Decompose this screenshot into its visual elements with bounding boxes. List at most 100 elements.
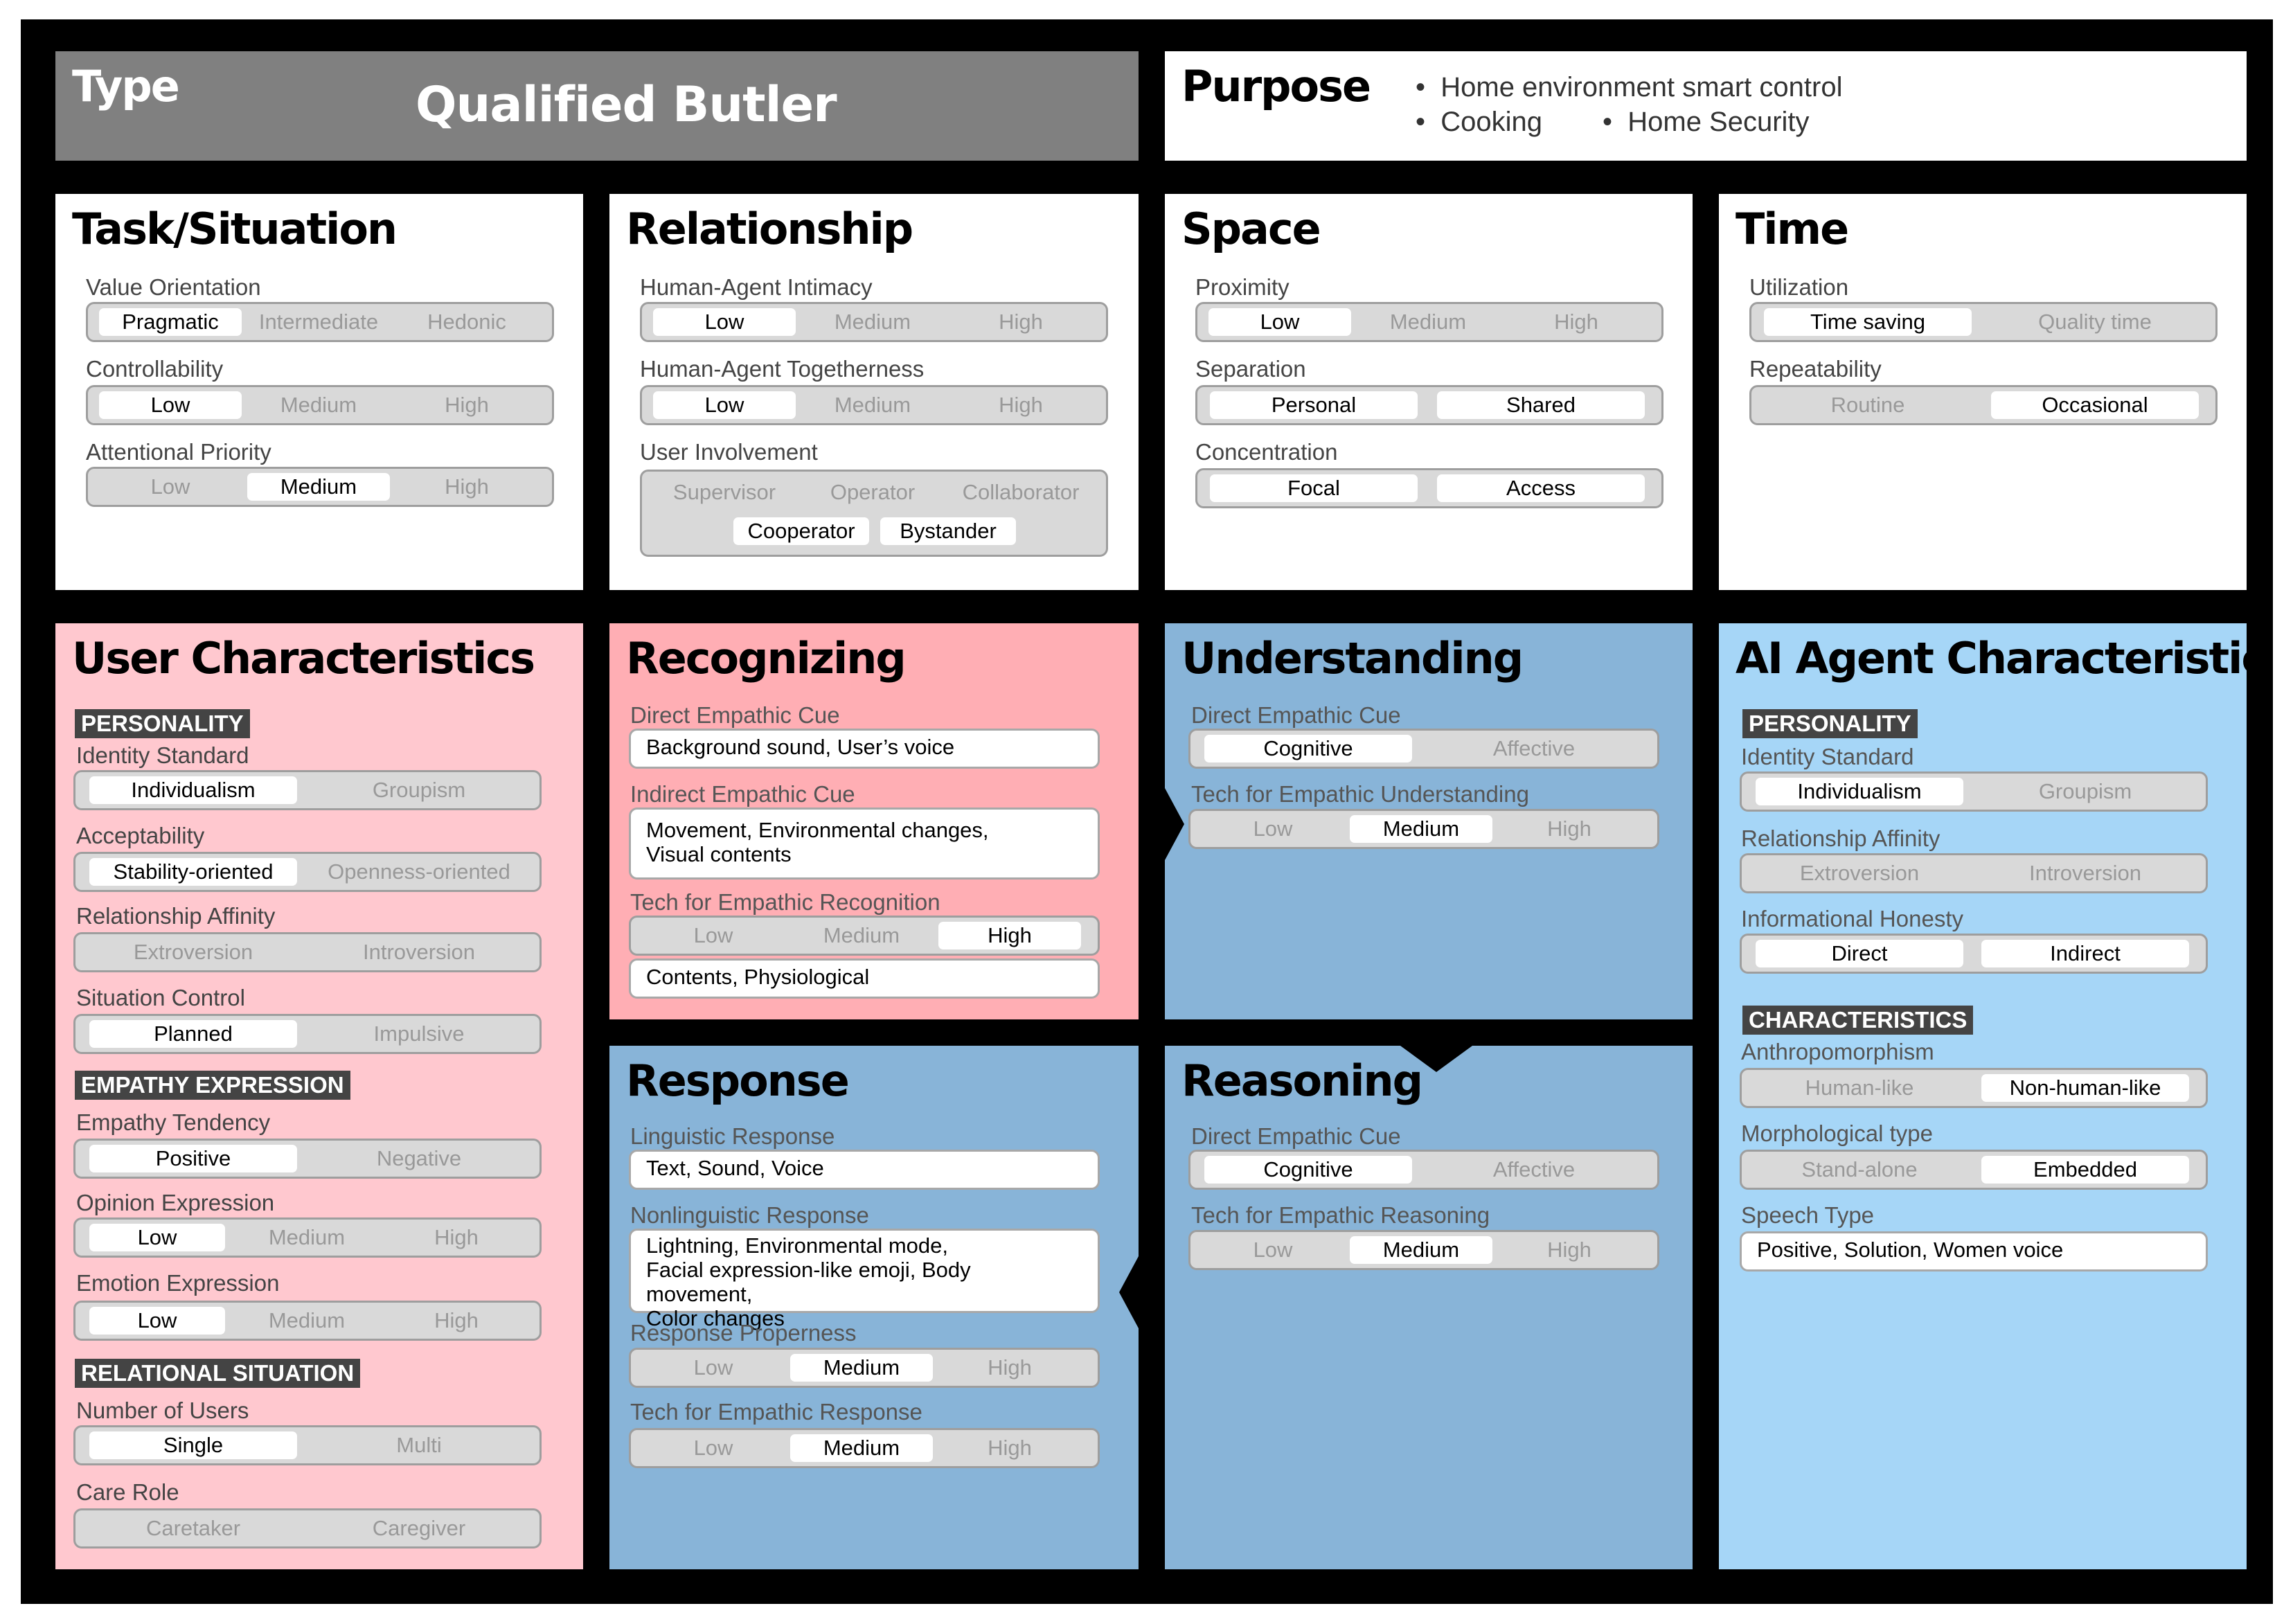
care-role-selector[interactable]: Caretaker Caregiver [73,1508,542,1549]
understanding-cue-selector[interactable]: Cognitive Affective [1188,729,1659,769]
option[interactable]: Low [89,1224,225,1251]
option[interactable]: Cognitive [1204,735,1412,762]
morphological-type-selector[interactable]: Stand-alone Embedded [1740,1150,2208,1190]
option[interactable]: Time saving [1764,308,1972,336]
togetherness-selector[interactable]: Low Medium High [640,385,1108,425]
option[interactable]: Negative [376,1146,462,1170]
option[interactable]: Low [1253,817,1293,841]
option[interactable]: Caregiver [372,1516,466,1540]
option[interactable]: High [938,922,1081,949]
identity-standard-selector[interactable]: Individualism Groupism [73,770,542,810]
response-properness-selector[interactable]: Low Medium High [629,1348,1100,1388]
option[interactable]: Low [653,308,796,336]
option[interactable]: Groupism [2038,779,2132,803]
option[interactable]: Human-like [1805,1076,1914,1100]
option[interactable]: Low [693,1355,733,1380]
option[interactable]: Medium [268,1308,346,1332]
intimacy-selector[interactable]: Low Medium High [640,302,1108,342]
option[interactable]: Cognitive [1204,1156,1412,1184]
recognition-tech-selector[interactable]: Low Medium High [629,916,1100,956]
option[interactable]: High [1547,817,1591,841]
option[interactable]: Pragmatic [99,308,242,336]
option[interactable]: Shared [1437,391,1645,419]
option[interactable]: Introversion [2029,861,2141,885]
option[interactable]: Low [89,1307,225,1335]
option[interactable]: Individualism [89,776,297,804]
option[interactable]: Quality time [2038,310,2152,334]
option[interactable]: Stability-oriented [89,858,297,886]
option[interactable]: High [434,1225,479,1249]
option[interactable]: Focal [1210,474,1418,502]
option[interactable]: Stand-alone [1801,1157,1918,1181]
option[interactable]: Low [693,923,733,947]
attentional-priority-selector[interactable]: Low Medium High [86,467,554,507]
option[interactable]: High [1554,310,1598,334]
option[interactable]: Medium [268,1225,346,1249]
option[interactable]: Cooperator [733,517,869,545]
option[interactable]: High [999,393,1043,417]
option[interactable]: Low [1208,308,1351,336]
option[interactable]: High [988,1436,1032,1460]
option[interactable]: Medium [790,1434,933,1462]
option[interactable]: Low [693,1436,733,1460]
option[interactable]: Extroversion [1799,861,1920,885]
anthropomorphism-selector[interactable]: Human-like Non-human-like [1740,1068,2208,1108]
option[interactable]: High [445,393,489,417]
option[interactable]: Medium [790,1354,933,1382]
concentration-selector[interactable]: Focal Access [1195,468,1663,508]
option[interactable]: Single [89,1431,297,1459]
acceptability-selector[interactable]: Stability-oriented Openness-oriented [73,852,542,892]
option[interactable]: Medium [834,393,911,417]
option[interactable]: Routine [1830,393,1905,417]
option[interactable]: Supervisor [672,480,776,504]
understanding-tech-selector[interactable]: Low Medium High [1188,809,1659,849]
option[interactable]: Low [150,474,190,499]
option[interactable]: Intermediate [258,310,379,334]
option[interactable]: Low [99,391,242,419]
separation-selector[interactable]: Personal Shared [1195,385,1663,425]
option[interactable]: Medium [1389,310,1467,334]
option[interactable]: Impulsive [373,1021,465,1046]
value-orientation-selector[interactable]: Pragmatic Intermediate Hedonic [86,302,554,342]
number-of-users-selector[interactable]: Single Multi [73,1425,542,1465]
response-tech-selector[interactable]: Low Medium High [629,1428,1100,1468]
option[interactable]: Openness-oriented [328,859,510,884]
option[interactable]: Groupism [372,778,466,802]
option[interactable]: Medium [280,393,357,417]
option[interactable]: Non-human-like [1981,1074,2189,1102]
option[interactable]: Direct [1756,940,1963,967]
option[interactable]: Extroversion [133,940,253,964]
repeatability-selector[interactable]: Routine Occasional [1749,385,2218,425]
option[interactable]: Hedonic [427,310,506,334]
option[interactable]: Medium [823,923,900,947]
option[interactable]: Embedded [1981,1156,2189,1184]
reasoning-tech-selector[interactable]: Low Medium High [1188,1230,1659,1270]
option[interactable]: Medium [1350,815,1492,843]
option[interactable]: Affective [1492,1157,1576,1181]
option[interactable]: Indirect [1981,940,2189,967]
option[interactable]: Medium [247,473,390,501]
option[interactable]: High [999,310,1043,334]
option[interactable]: Individualism [1756,778,1963,805]
relationship-affinity-selector[interactable]: Extroversion Introversion [73,932,542,972]
option[interactable]: High [1547,1238,1591,1262]
option[interactable]: High [445,474,489,499]
opinion-expression-selector[interactable]: Low Medium High [73,1217,542,1258]
option[interactable]: High [988,1355,1032,1380]
option[interactable]: Medium [1350,1236,1492,1264]
proximity-selector[interactable]: Low Medium High [1195,302,1663,342]
option[interactable]: Collaborator [962,480,1080,504]
reasoning-cue-selector[interactable]: Cognitive Affective [1188,1150,1659,1190]
empathy-tendency-selector[interactable]: Positive Negative [73,1139,542,1179]
option[interactable]: Personal [1210,391,1418,419]
option[interactable]: Multi [396,1433,442,1457]
option[interactable]: Low [653,391,796,419]
option[interactable]: Positive [89,1145,297,1172]
controllability-selector[interactable]: Low Medium High [86,385,554,425]
user-involvement-selector[interactable]: Supervisor Operator Collaborator Coopera… [640,470,1108,557]
option[interactable]: Operator [830,480,916,504]
option[interactable]: High [434,1308,479,1332]
situation-control-selector[interactable]: Planned Impulsive [73,1014,542,1054]
option[interactable]: Access [1437,474,1645,502]
option[interactable]: Introversion [363,940,475,964]
